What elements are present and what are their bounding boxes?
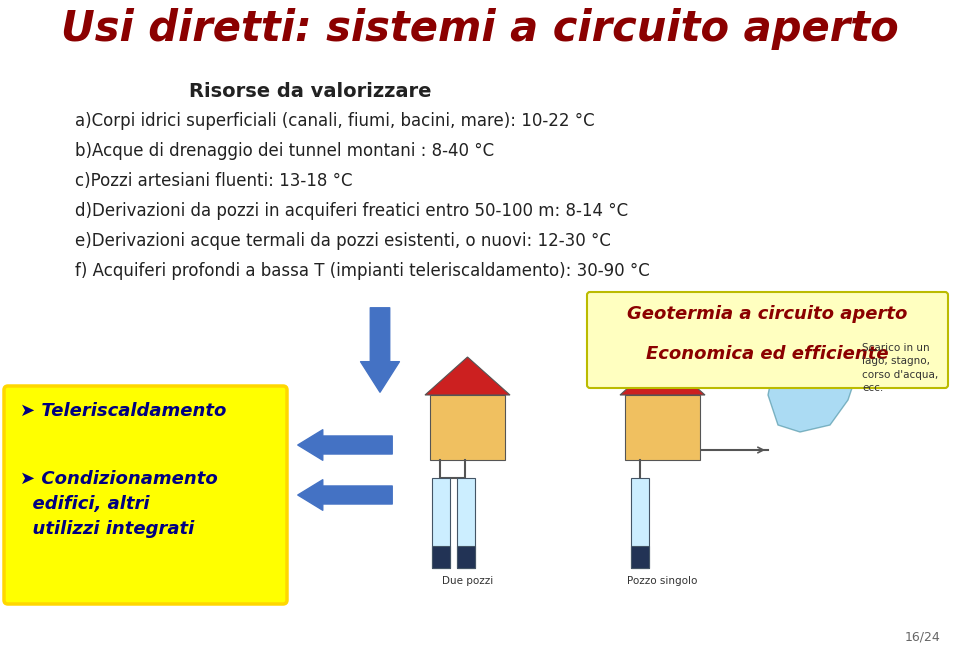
Text: Pozzo singolo: Pozzo singolo (627, 576, 698, 586)
Text: Due pozzi: Due pozzi (442, 576, 493, 586)
Bar (457, 478, 475, 568)
Text: c)Pozzi artesiani fluenti: 13-18 °C: c)Pozzi artesiani fluenti: 13-18 °C (75, 172, 352, 190)
Text: Risorse da valorizzare: Risorse da valorizzare (189, 82, 431, 101)
Text: d)Derivazioni da pozzi in acquiferi freatici entro 50-100 m: 8-14 °C: d)Derivazioni da pozzi in acquiferi frea… (75, 202, 628, 220)
Bar (432, 478, 450, 568)
Text: Economica ed efficiente: Economica ed efficiente (646, 345, 889, 363)
Bar (430, 395, 505, 460)
Text: f) Acquiferi profondi a bassa T (impianti teleriscaldamento): 30-90 °C: f) Acquiferi profondi a bassa T (impiant… (75, 262, 650, 280)
FancyArrowPatch shape (298, 430, 393, 460)
Text: Geotermia a circuito aperto: Geotermia a circuito aperto (627, 305, 908, 323)
Bar (457, 546, 475, 568)
Text: ➤ Condizionamento
  edifici, altri
  utilizzi integrati: ➤ Condizionamento edifici, altri utilizz… (20, 470, 218, 538)
FancyArrowPatch shape (361, 308, 399, 392)
Text: Scarico in un
lago, stagno,
corso d'acqua,
ecc.: Scarico in un lago, stagno, corso d'acqu… (862, 343, 938, 393)
Bar (432, 546, 450, 568)
Bar (631, 478, 649, 568)
Text: e)Derivazioni acque termali da pozzi esistenti, o nuovi: 12-30 °C: e)Derivazioni acque termali da pozzi esi… (75, 232, 611, 250)
Text: a)Corpi idrici superficiali (canali, fiumi, bacini, mare): 10-22 °C: a)Corpi idrici superficiali (canali, fiu… (75, 112, 594, 130)
Polygon shape (768, 308, 858, 432)
Polygon shape (425, 357, 510, 395)
Text: 16/24: 16/24 (904, 630, 940, 643)
Text: Usi diretti: sistemi a circuito aperto: Usi diretti: sistemi a circuito aperto (61, 8, 899, 50)
FancyArrowPatch shape (298, 480, 393, 510)
Text: b)Acque di drenaggio dei tunnel montani : 8-40 °C: b)Acque di drenaggio dei tunnel montani … (75, 142, 494, 160)
Bar (631, 546, 649, 568)
FancyBboxPatch shape (4, 386, 287, 604)
Text: ➤ Teleriscaldamento: ➤ Teleriscaldamento (20, 402, 227, 420)
FancyBboxPatch shape (587, 292, 948, 388)
Bar (625, 395, 700, 460)
Polygon shape (620, 357, 705, 395)
